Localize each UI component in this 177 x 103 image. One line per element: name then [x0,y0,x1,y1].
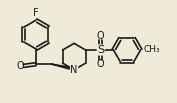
Text: F: F [33,8,39,18]
Text: N: N [70,66,78,76]
Text: O: O [16,61,24,71]
Text: O: O [97,59,105,69]
Text: S: S [97,45,104,55]
Text: O: O [97,31,105,41]
Text: CH₃: CH₃ [144,46,161,54]
Text: N: N [70,65,78,75]
